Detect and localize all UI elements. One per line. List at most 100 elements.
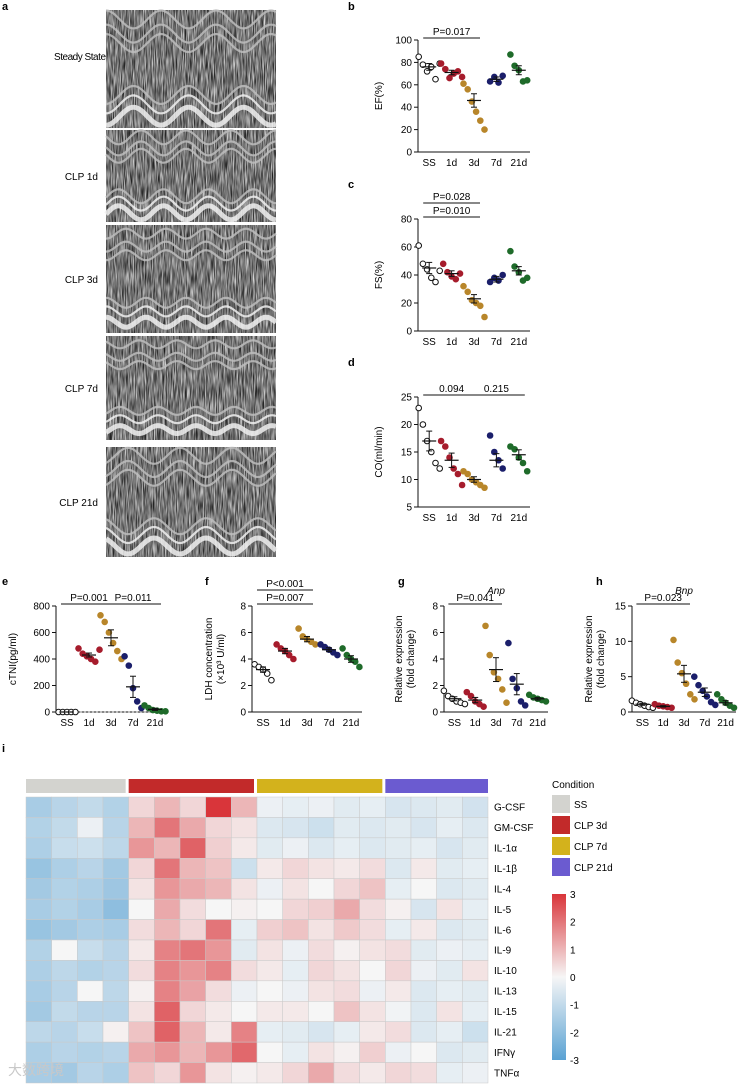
heatmap-cell: [410, 980, 437, 1002]
heatmap-cell: [462, 1062, 489, 1084]
heatmap-cell: [102, 858, 129, 879]
heatmap-cell: [205, 960, 232, 982]
heatmap-cell: [359, 919, 386, 941]
condition-legend-label: CLP 3d: [574, 821, 607, 832]
heatmap-cell: [179, 898, 206, 920]
y-tick-label: 4: [432, 655, 438, 666]
panel-c-fs-chart: c 0 20 40 60 80 SS 1d 3d 7d 21d FS(%) P=0.010 P=0.028: [348, 179, 531, 348]
echo-wall-line: [105, 104, 278, 128]
data-point: [97, 611, 104, 619]
data-point: [460, 282, 467, 290]
panel-h-bnp-chart: h 0 5 10 15 SS 1d 3d 7d 21d Relative expression (fo…: [584, 576, 738, 729]
heatmap-cell: [205, 939, 232, 961]
heatmap-cell: [385, 1001, 412, 1022]
heatmap-cell: [205, 1041, 232, 1063]
panel-letter-a: a: [2, 1, 9, 13]
heatmap-cell: [462, 1001, 489, 1022]
significance-label: P<0.001: [266, 579, 304, 590]
heatmap-cell: [410, 858, 437, 879]
echo-wall-line: [105, 84, 277, 106]
data-point: [670, 636, 677, 644]
heatmap-row-label: IL-6: [494, 925, 512, 936]
x-tick-label: SS: [60, 718, 74, 729]
heatmap-cell: [385, 919, 412, 941]
heatmap-row-label: IL-4: [494, 884, 512, 895]
heatmap-cell: [25, 796, 52, 818]
heatmap-cell: [410, 817, 437, 839]
echo-wall-line: [105, 525, 277, 545]
x-tick-label: 3d: [468, 158, 479, 169]
data-point: [442, 65, 449, 73]
x-tick-label: 1d: [446, 337, 457, 348]
heatmap-cell: [154, 980, 181, 1002]
panel-letter-i: i: [2, 743, 5, 755]
echo-wall-line: [104, 535, 278, 557]
heatmap-cell: [25, 817, 52, 839]
heatmap-cell: [282, 1041, 309, 1063]
data-point: [454, 470, 462, 478]
data-point: [481, 126, 488, 133]
data-point: [446, 74, 453, 82]
heatmap-cell: [231, 817, 258, 839]
significance-label: P=0.041: [456, 593, 494, 604]
heatmap-cell: [385, 980, 412, 1002]
echo-label: Steady State: [54, 52, 106, 63]
heatmap-row-label: G-CSF: [494, 803, 525, 814]
significance-label: P=0.028: [433, 192, 471, 203]
y-axis-label: cTNI(pg/ml): [8, 633, 19, 685]
heatmap-cell: [179, 796, 206, 818]
data-point: [464, 470, 472, 478]
heatmap-cell: [25, 898, 52, 920]
condition-legend-swatch: [552, 795, 570, 813]
heatmap-cell: [128, 1001, 155, 1022]
heatmap-cell: [308, 960, 335, 982]
data-point: [96, 646, 103, 654]
heatmap-cell: [231, 837, 258, 859]
heatmap-cell: [462, 837, 489, 859]
echo-wall-line: [105, 249, 277, 262]
heatmap-cell: [333, 796, 360, 818]
heatmap-cell: [102, 939, 129, 961]
heatmap-cell: [256, 858, 283, 879]
heatmap-cell: [282, 939, 309, 961]
data-point: [499, 72, 507, 80]
heatmap-cell: [51, 1021, 78, 1043]
heatmap-cell: [77, 1001, 104, 1022]
condition-legend-swatch: [552, 816, 570, 834]
heatmap-cell: [333, 960, 360, 982]
heatmap-cell: [462, 919, 489, 941]
data-point: [101, 618, 108, 626]
panel-letter: c: [348, 179, 354, 191]
colorbar-tick-label: 2: [570, 918, 576, 929]
data-point: [486, 432, 494, 439]
heatmap-cell: [128, 898, 155, 920]
x-tick-label: 21d: [147, 718, 164, 729]
heatmap-cell: [359, 817, 386, 839]
y-axis-label: CO(ml/min): [374, 426, 385, 477]
panel-b-ef-chart: b 0 20 40 60 80 100 SS 1d 3d 7d 21d EF(%) P=0.017: [348, 1, 531, 169]
heatmap-cell: [51, 858, 78, 879]
significance-label: P=0.011: [115, 593, 152, 604]
heatmap-cell: [308, 980, 335, 1002]
heatmap-cell: [128, 980, 155, 1002]
heatmap-cell: [231, 878, 258, 900]
heatmap-cell: [102, 817, 129, 839]
condition-legend-swatch: [552, 858, 570, 876]
colorbar: [552, 894, 566, 1060]
echo-strip: CLP 21d: [59, 446, 278, 557]
heatmap-cell: [154, 1021, 181, 1043]
heatmap-row-label: GM-CSF: [494, 823, 533, 834]
heatmap-cell: [359, 1001, 386, 1022]
heatmap-cell: [205, 817, 232, 839]
heatmap-cell: [282, 858, 309, 879]
y-tick-label: 2: [240, 681, 246, 692]
heatmap-cell: [205, 1062, 232, 1084]
heatmap-cell: [462, 939, 489, 961]
data-point: [472, 108, 480, 115]
heatmap-cell: [179, 960, 206, 982]
x-tick-label: 7d: [491, 513, 502, 524]
heatmap-cell: [231, 1062, 258, 1084]
heatmap-cell: [128, 1062, 155, 1084]
x-tick-label: 21d: [510, 337, 527, 348]
x-tick-label: 3d: [301, 718, 312, 729]
